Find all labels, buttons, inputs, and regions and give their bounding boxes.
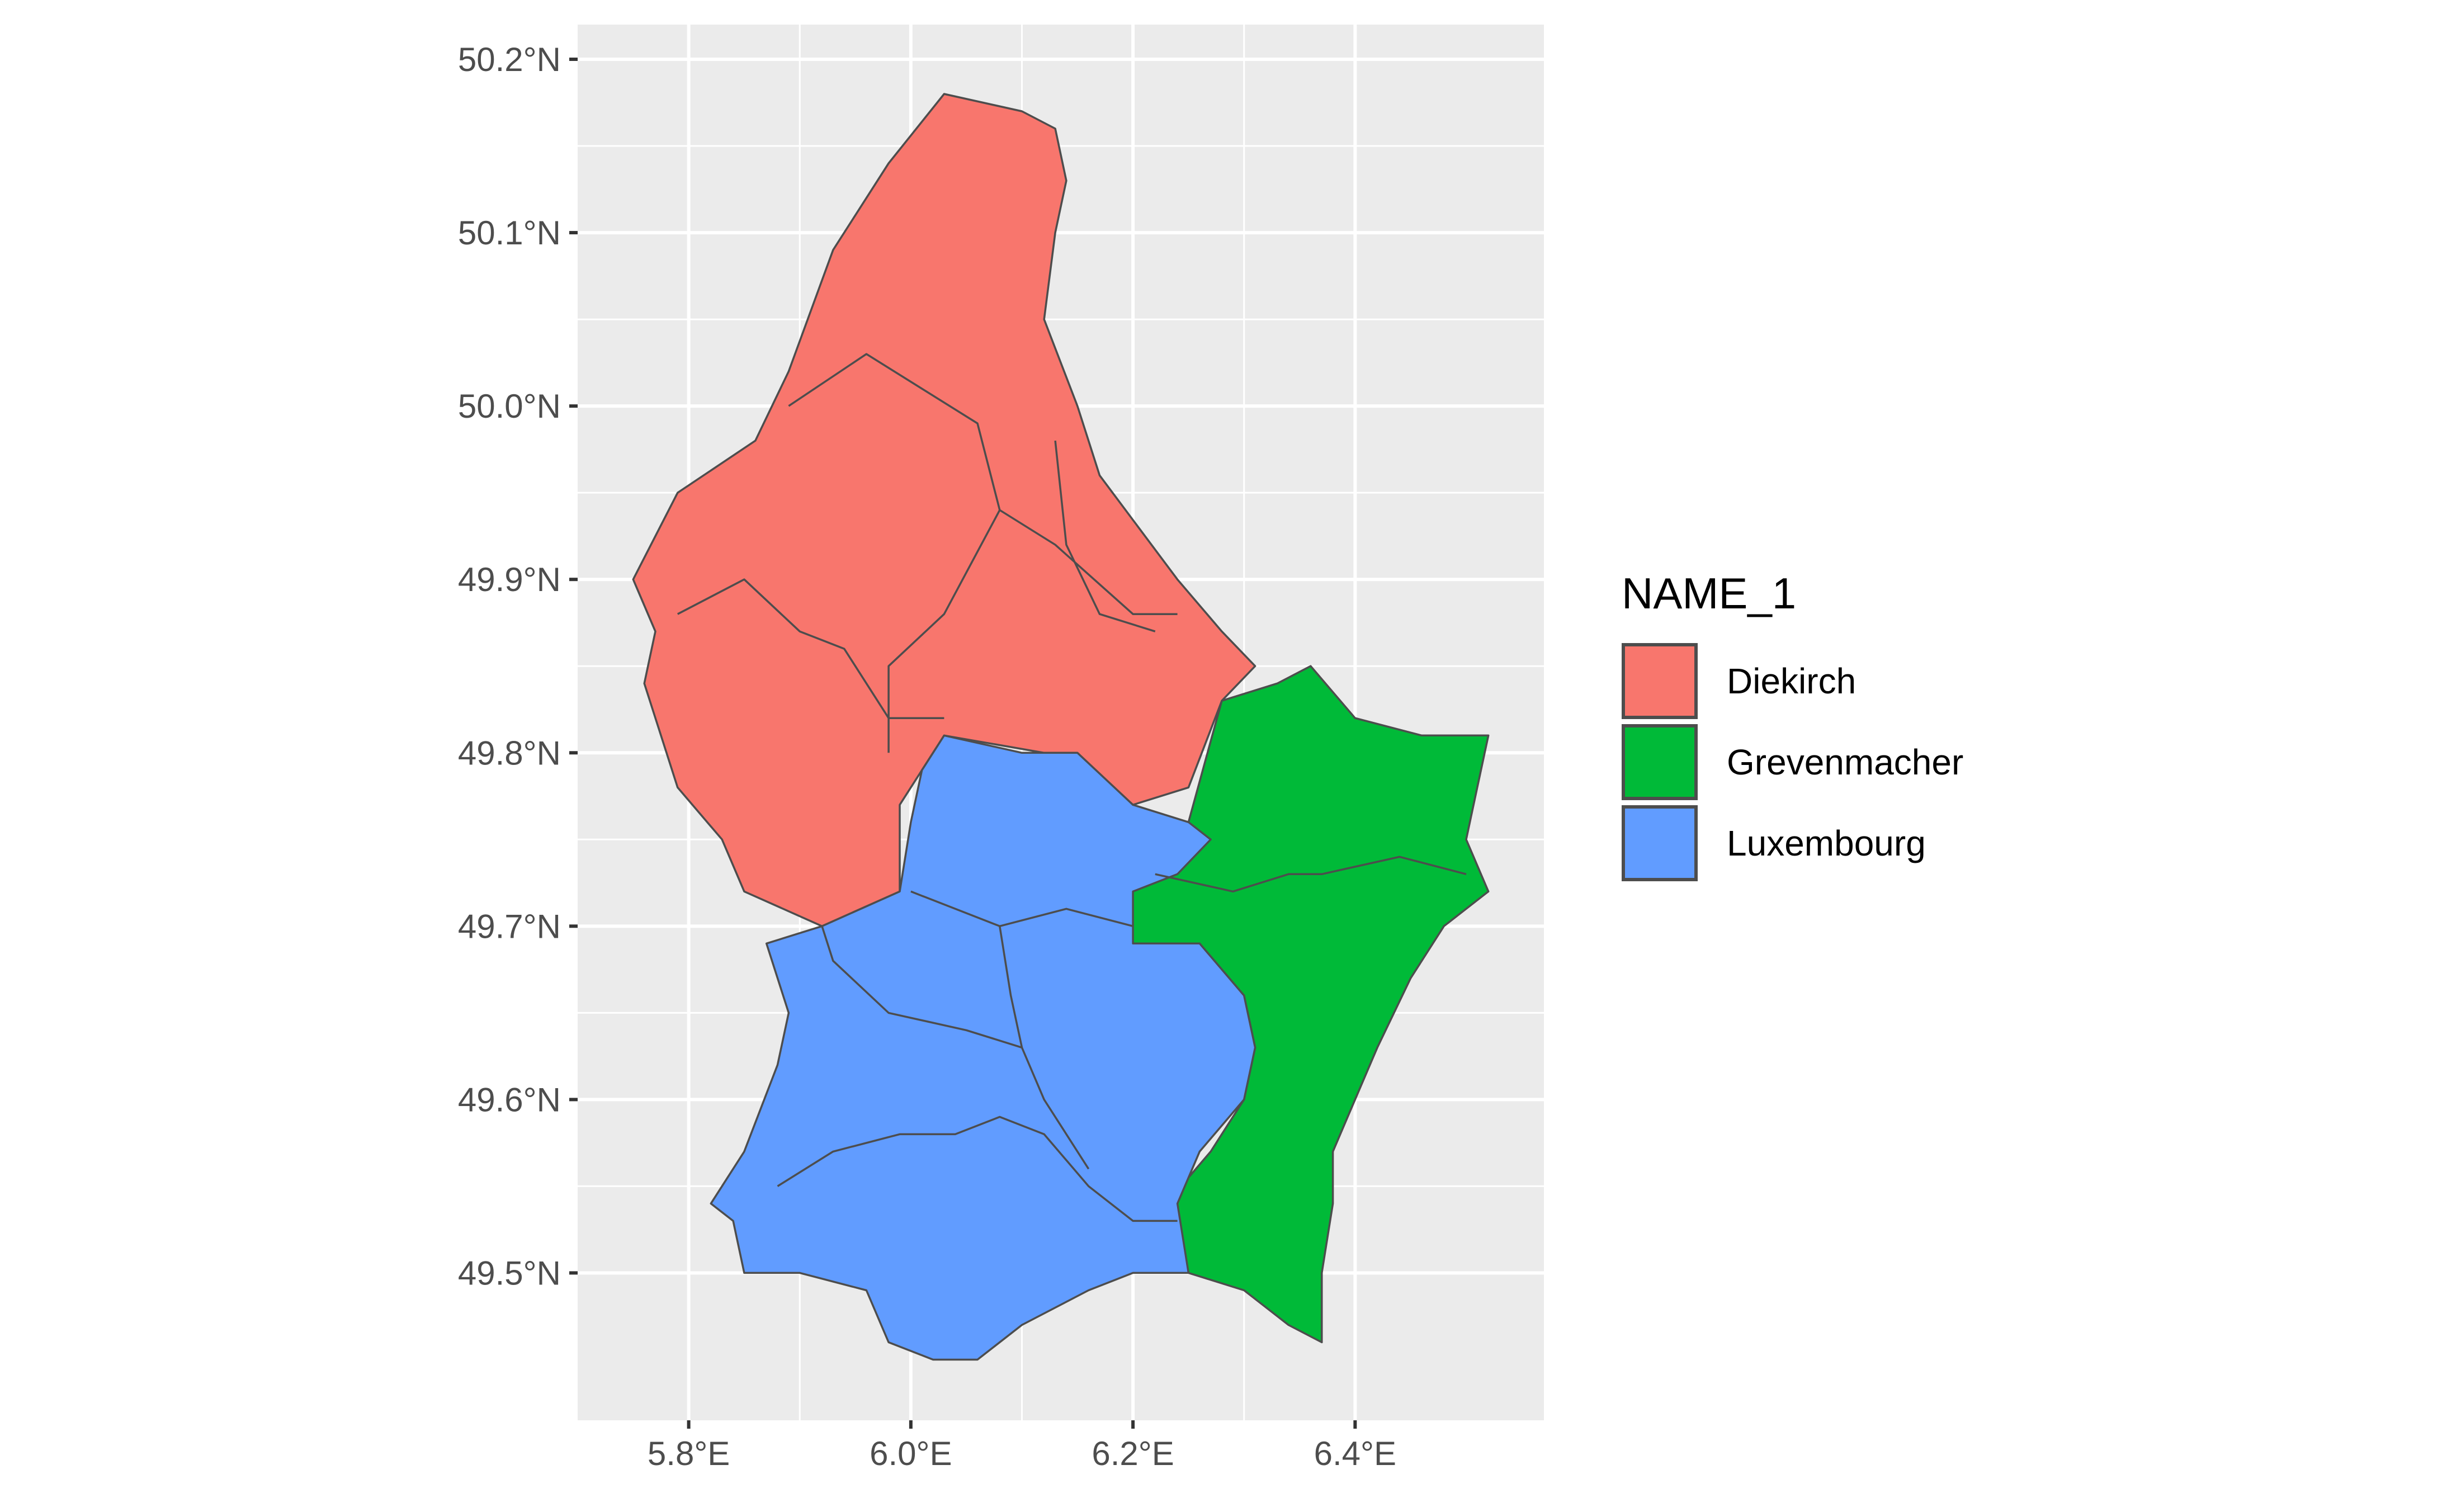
legend-label: Luxembourg bbox=[1727, 823, 1926, 863]
y-tick-label: 49.7°N bbox=[458, 908, 561, 945]
x-tick-label: 6.2°E bbox=[1092, 1435, 1174, 1472]
legend-label: Grevenmacher bbox=[1727, 742, 1963, 782]
y-tick-label: 49.5°N bbox=[458, 1254, 561, 1292]
x-tick-label: 5.8°E bbox=[648, 1435, 730, 1472]
y-tick-label: 49.6°N bbox=[458, 1081, 561, 1118]
district-regions bbox=[632, 93, 1490, 1361]
y-tick-label: 50.2°N bbox=[458, 41, 561, 78]
canton-border-diekirch bbox=[677, 578, 944, 719]
x-tick-label: 6.4°E bbox=[1314, 1435, 1396, 1472]
x-axis: 5.8°E 6.0°E 6.2°E 6.4°E bbox=[648, 1420, 1396, 1472]
legend-key-luxembourg bbox=[1622, 805, 1698, 881]
canton-border-luxembourg bbox=[777, 1116, 1178, 1222]
y-tick-label: 50.0°N bbox=[458, 388, 561, 425]
y-tick-label: 50.1°N bbox=[458, 214, 561, 252]
legend-key-diekirch bbox=[1622, 643, 1698, 719]
legend-key-grevenmacher bbox=[1622, 724, 1698, 800]
x-tick-label: 6.0°E bbox=[870, 1435, 952, 1472]
canton-border-diekirch bbox=[788, 353, 1178, 615]
y-tick-label: 49.9°N bbox=[458, 561, 561, 598]
legend-label: Diekirch bbox=[1727, 661, 1856, 701]
legend-title: NAME_1 bbox=[1622, 569, 1796, 618]
legend: NAME_1 Diekirch Grevenmacher Luxembourg bbox=[1622, 569, 1963, 881]
canton-border-diekirch bbox=[1054, 440, 1156, 632]
canton-border-luxembourg bbox=[821, 925, 1090, 1170]
canton-border-grevenmacher bbox=[1155, 856, 1467, 893]
district-luxembourg bbox=[710, 734, 1256, 1361]
y-axis: 50.2°N 50.1°N 50.0°N 49.9°N 49.8°N 49.7°N 49.6… bbox=[458, 41, 578, 1292]
canton-border-diekirch bbox=[887, 509, 1001, 753]
canton-border-luxembourg bbox=[999, 926, 1023, 1048]
y-tick-label: 49.8°N bbox=[458, 734, 561, 772]
